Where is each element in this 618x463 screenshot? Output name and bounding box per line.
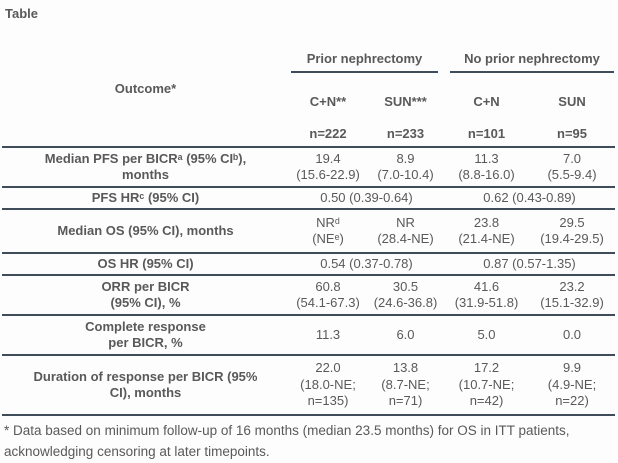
cell-value: 23.8 (21.4-NE) [458, 214, 515, 247]
table-caption: Table [5, 6, 38, 21]
n-value: n=233 [386, 125, 425, 141]
cell-value: 13.8 (8.7-NE; n=71) [381, 360, 430, 409]
cell-value: 5.0 [477, 326, 496, 342]
cell-value: 30.5 (24.6-36.8) [373, 278, 438, 311]
cell-value: 41.6 (31.9-51.8) [454, 278, 519, 311]
table-row-os-hr: OS HR (95% CI) 0.54 (0.37-0.78) 0.87 (0.… [2, 253, 616, 275]
cell-value: 0.0 [562, 326, 582, 342]
arm-header-sun-prior: SUN*** [384, 94, 427, 110]
arm-header-cn-noprior: C+N [473, 94, 500, 110]
n-value: n=101 [467, 125, 506, 141]
table-row-complete-response: Complete response per BICR, % 11.3 6.0 5… [2, 315, 616, 355]
row-label: OS HR (95% CI) [97, 255, 194, 271]
arm-header-sun-noprior: SUN [558, 94, 586, 110]
cell-value: 23.2 (15.1-32.9) [540, 278, 604, 311]
outcome-column-header: Outcome* [114, 81, 177, 97]
results-table: Outcome* Prior nephrectomy No prior neph… [2, 33, 616, 416]
cell-value: 11.3 (8.8-16.0) [458, 150, 515, 183]
cell-value: 11.3 [315, 326, 341, 342]
cell-value: 0.87 (0.57-1.35) [483, 255, 576, 271]
n-header-row: n=222 n=233 n=101 n=95 [2, 114, 615, 148]
row-label: Median OS (95% CI), months [57, 222, 234, 238]
table-row-median-os: Median OS (95% CI), months NRᵈ (NEᵉ) NR … [2, 209, 616, 253]
cell-value: 9.9 (4.9-NE; n=22) [547, 360, 597, 409]
cell-value: 8.9 (7.0-10.4) [377, 150, 434, 183]
n-value: n=222 [309, 125, 347, 141]
cell-value: 60.8 (54.1-67.3) [296, 278, 360, 311]
group-header-no-prior-label: No prior nephrectomy [450, 50, 615, 73]
group-header-row: Outcome* Prior nephrectomy No prior neph… [2, 33, 615, 96]
cell-value: 0.62 (0.43-0.89) [483, 189, 576, 205]
group-header-prior-nephrectomy: Prior nephrectomy [289, 33, 444, 90]
group-header-no-prior-nephrectomy: No prior nephrectomy [444, 33, 615, 90]
table-row-orr: ORR per BICR (95% CI), % 60.8 (54.1-67.3… [2, 275, 616, 315]
cell-value: 29.5 (19.4-29.5) [540, 214, 604, 247]
table-row-median-pfs: Median PFS per BICRᵃ (95% CIᵇ), months 1… [2, 147, 615, 187]
row-label: Complete response per BICR, % [85, 318, 206, 351]
row-label: Median PFS per BICRᵃ (95% CIᵇ), months [44, 150, 247, 183]
table-header: Outcome* Prior nephrectomy No prior neph… [2, 33, 616, 148]
cell-value: 0.50 (0.39-0.64) [320, 189, 413, 205]
cell-value: NR (28.4-NE) [377, 214, 434, 247]
cell-value: 22.0 (18.0-NE; n=135) [300, 360, 356, 409]
row-label: PFS HRᶜ (95% CI) [91, 189, 200, 205]
cell-value: 17.2 (10.7-NE; n=42) [458, 360, 515, 409]
footnote: * Data based on minimum follow-up of 16 … [4, 423, 570, 459]
cell-value: 19.4 (15.6-22.9) [296, 150, 360, 183]
table-row-pfs-hr: PFS HRᶜ (95% CI) 0.50 (0.39-0.64) 0.62 (… [2, 187, 616, 209]
row-label: Duration of response per BICR (95% CI), … [33, 368, 258, 401]
cell-value: 6.0 [396, 326, 415, 342]
cell-value: 7.0 (5.5-9.4) [547, 150, 597, 183]
group-header-prior-label: Prior nephrectomy [291, 50, 438, 73]
n-value: n=95 [557, 125, 587, 141]
cell-value: NRᵈ (NEᵉ) [312, 214, 344, 247]
table-row-duration-of-response: Duration of response per BICR (95% CI), … [2, 355, 616, 415]
arm-header-row: C+N** SUN*** C+N SUN [2, 90, 615, 114]
arm-header-cn-prior: C+N** [309, 94, 347, 110]
row-label: ORR per BICR (95% CI), % [101, 278, 190, 311]
cell-value: 0.54 (0.37-0.78) [320, 255, 413, 271]
